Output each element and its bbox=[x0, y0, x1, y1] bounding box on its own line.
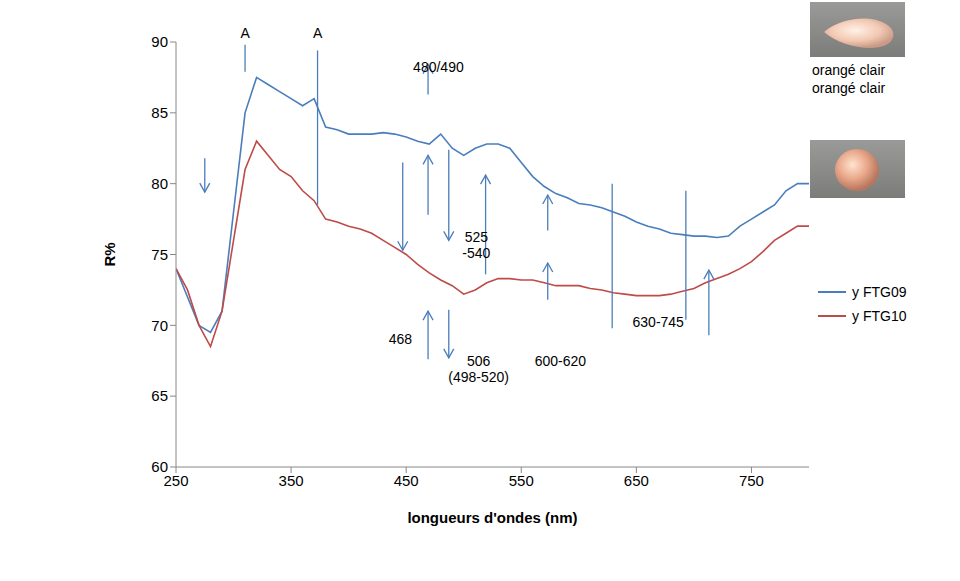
svg-text:650: 650 bbox=[624, 472, 649, 489]
svg-text:480/490: 480/490 bbox=[413, 58, 464, 74]
html-text:orangé clair: orangé clair bbox=[812, 62, 886, 78]
svg-text:468: 468 bbox=[389, 330, 413, 346]
svg-text:R%: R% bbox=[101, 242, 118, 266]
svg-text:80: 80 bbox=[151, 175, 168, 192]
svg-text:A: A bbox=[240, 24, 250, 40]
html-text:y FTG10: y FTG10 bbox=[852, 308, 907, 324]
svg-text:65: 65 bbox=[151, 387, 168, 404]
svg-text:506: 506 bbox=[467, 353, 491, 369]
svg-text:75: 75 bbox=[151, 246, 168, 263]
svg-text:85: 85 bbox=[151, 104, 168, 121]
svg-text:60: 60 bbox=[151, 458, 168, 475]
svg-text:90: 90 bbox=[151, 33, 168, 50]
svg-text:750: 750 bbox=[739, 472, 764, 489]
svg-text:600-620: 600-620 bbox=[535, 353, 587, 369]
svg-text:250: 250 bbox=[163, 471, 189, 489]
svg-text:longueurs d'ondes (nm): longueurs d'ondes (nm) bbox=[407, 509, 577, 526]
svg-text:(498-520): (498-520) bbox=[448, 368, 509, 384]
svg-text:630-745: 630-745 bbox=[633, 313, 685, 329]
svg-text:A: A bbox=[313, 24, 323, 40]
html-text:y FTG09: y FTG09 bbox=[852, 284, 907, 300]
svg-text:525-540: 525-540 bbox=[462, 228, 490, 261]
svg-text:450: 450 bbox=[394, 472, 419, 489]
svg-text:550: 550 bbox=[509, 472, 534, 489]
svg-text:70: 70 bbox=[151, 317, 168, 334]
svg-text:350: 350 bbox=[279, 472, 304, 489]
html-text:orangé clair: orangé clair bbox=[812, 80, 886, 96]
